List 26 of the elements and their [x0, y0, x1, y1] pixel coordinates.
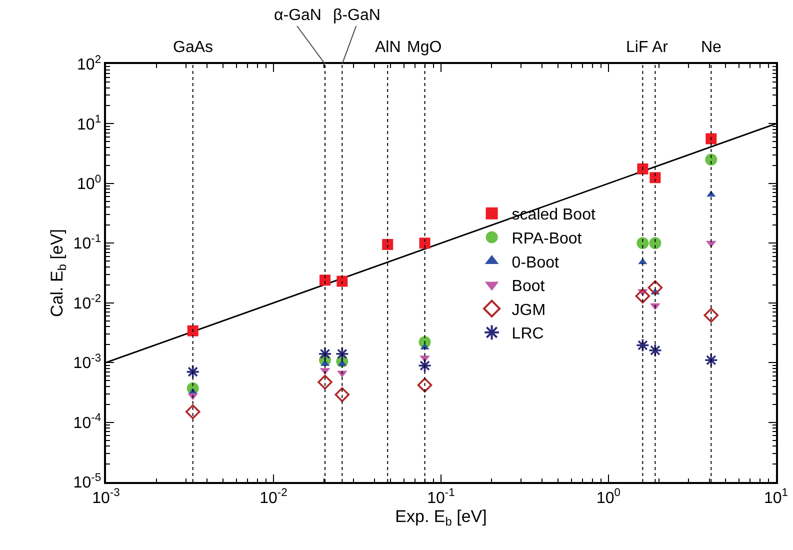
ref-line-label: LiF [626, 39, 648, 56]
ref-line-label: GaAs [173, 39, 214, 56]
y-tick-label: 10$^{-4}$ [73, 412, 102, 432]
y-tick-label: 10$^{2}$ [77, 54, 102, 74]
y-tick-label: 10$^{-1}$ [73, 233, 102, 253]
ref-line-label: Ne [701, 39, 722, 56]
legend-label: Boot [512, 278, 546, 296]
y-tick-label: 10$^{0}$ [77, 173, 102, 194]
legend-label: 0-Boot [512, 254, 560, 272]
x-tick-label: 10$^{-1}$ [427, 487, 455, 507]
ref-line-label: MgO [407, 39, 442, 56]
ref-line-label: AlN [375, 39, 401, 56]
legend-label: scaled Boot [512, 206, 596, 224]
ref-line-label: α-GaN [274, 7, 322, 24]
x-tick-label: 10$^{1}$ [764, 487, 788, 507]
y-tick-label: 10$^{-2}$ [73, 292, 102, 312]
x-tick-label: 10$^{0}$ [596, 487, 621, 507]
legend-label: LRC [512, 326, 544, 343]
x-axis-title: Exp. E$_{b}$ [eV] [395, 506, 487, 529]
y-tick-label: 10$^{1}$ [77, 114, 102, 134]
ref-line-label: β-GaN [333, 7, 380, 24]
legend-label: JGM [512, 302, 546, 319]
y-tick-label: 10$^{-3}$ [73, 352, 102, 372]
ref-line-label: Ar [652, 39, 669, 56]
x-tick-label: 10$^{-2}$ [260, 487, 288, 507]
legend-label: RPA-Boot [512, 230, 582, 248]
